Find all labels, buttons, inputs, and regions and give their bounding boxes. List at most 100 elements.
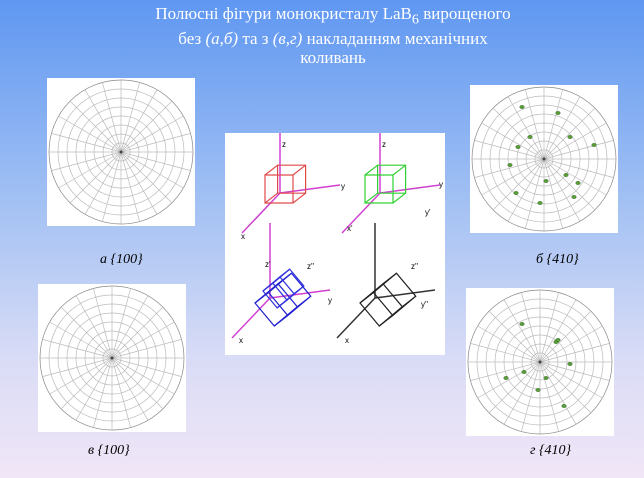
grid-radial xyxy=(507,96,545,160)
axis xyxy=(269,289,331,299)
cube-edge xyxy=(378,315,394,327)
axis xyxy=(279,184,341,194)
grid-radial xyxy=(521,361,541,432)
grid-radial xyxy=(539,361,592,414)
grid-radial xyxy=(120,151,191,171)
cube-edge xyxy=(364,164,378,176)
cube-edge xyxy=(262,282,274,292)
pole-spot xyxy=(537,201,543,205)
grid-radial xyxy=(51,151,122,171)
grid-radial xyxy=(539,361,603,399)
grid-radial xyxy=(111,357,131,428)
axis-label: y' xyxy=(425,208,431,217)
axis-label: z'' xyxy=(411,262,419,271)
pole-spot xyxy=(555,338,561,342)
grid-radial xyxy=(58,115,122,153)
grid-radial xyxy=(543,140,614,160)
grid-radial xyxy=(543,122,607,160)
grid-radial xyxy=(84,151,122,215)
grid-radial xyxy=(543,158,596,211)
axis-label: y'' xyxy=(421,300,429,309)
grid-radial xyxy=(111,288,131,359)
grid-radial xyxy=(543,158,563,229)
grid-radial xyxy=(488,361,541,414)
grid-radial xyxy=(539,343,610,363)
cube-face xyxy=(267,272,312,317)
grid-radial xyxy=(481,122,545,160)
grid-radial xyxy=(543,158,607,196)
grid-radial xyxy=(42,357,113,377)
pole-spot xyxy=(563,173,569,177)
grid-radial xyxy=(111,306,164,359)
title-sub: 6 xyxy=(411,11,419,28)
grid-radial xyxy=(58,151,122,189)
grid-radial xyxy=(60,357,113,410)
pole-spot xyxy=(555,111,561,115)
grid-radial xyxy=(503,361,541,425)
grid-radial xyxy=(93,357,113,428)
axis-label: x xyxy=(239,336,243,345)
pole-spot xyxy=(543,179,549,183)
grid-radial xyxy=(539,292,559,363)
caption: в {100} xyxy=(88,443,130,458)
cube-edge xyxy=(364,192,378,204)
grid-radial xyxy=(470,361,541,381)
grid-radial xyxy=(543,107,596,160)
grid-radial xyxy=(69,100,122,153)
grid-radial xyxy=(111,357,182,377)
cube-edge xyxy=(264,192,278,204)
axis-label: z xyxy=(282,140,286,149)
pole-spot xyxy=(571,195,577,199)
cube-face xyxy=(359,282,404,327)
grid-radial xyxy=(492,107,545,160)
grid-radial xyxy=(120,89,158,153)
pole-spot xyxy=(503,376,509,380)
grid-radial xyxy=(474,140,545,160)
grid-radial xyxy=(539,361,559,432)
axis-label: x' xyxy=(347,224,353,233)
pole-spot xyxy=(527,135,533,139)
grid-radial xyxy=(539,325,603,363)
grid-radial xyxy=(120,100,173,153)
grid-radial xyxy=(474,158,545,178)
pole-spot xyxy=(515,145,521,149)
axis xyxy=(231,297,271,339)
cube-face xyxy=(377,164,407,194)
axis-label: y xyxy=(341,182,345,191)
center-spot xyxy=(538,360,542,364)
pole-figure xyxy=(47,78,195,226)
pole-spot xyxy=(507,163,513,167)
axis xyxy=(336,297,376,339)
caption: а {100} xyxy=(100,252,143,267)
cube-face xyxy=(364,174,394,204)
grid-radial xyxy=(543,158,581,222)
grid-radial xyxy=(120,151,184,189)
axis-label: x xyxy=(241,232,245,241)
grid-radial xyxy=(42,339,113,359)
axis-label: y xyxy=(439,180,443,189)
grid-radial xyxy=(488,310,541,363)
grid-radial xyxy=(543,158,614,178)
pole-spot xyxy=(567,362,573,366)
grid-radial xyxy=(75,357,113,421)
grid-radial xyxy=(539,310,592,363)
grid-radial xyxy=(507,158,545,222)
axis-label: x xyxy=(345,336,349,345)
axis-label: z' xyxy=(265,260,271,269)
orientation-diagram: z y x z y x' y' z' z'' y x z'' y'' x xyxy=(225,133,445,355)
pole-spot xyxy=(561,404,567,408)
cube-edge xyxy=(296,295,312,308)
pole-spot xyxy=(535,388,541,392)
cube-edge xyxy=(392,164,406,176)
grid-radial xyxy=(477,361,541,399)
cube-edge xyxy=(392,192,406,204)
pole-spot xyxy=(543,376,549,380)
title-text: коливань xyxy=(300,48,366,68)
grid-radial xyxy=(84,89,122,153)
caption: б {410} xyxy=(536,252,579,267)
pole-spot xyxy=(575,181,581,185)
grid-radial xyxy=(503,299,541,363)
title-text: Полюсні фігури монокристалу LaB xyxy=(155,4,412,23)
grid-radial xyxy=(60,306,113,359)
grid-radial xyxy=(525,89,545,160)
